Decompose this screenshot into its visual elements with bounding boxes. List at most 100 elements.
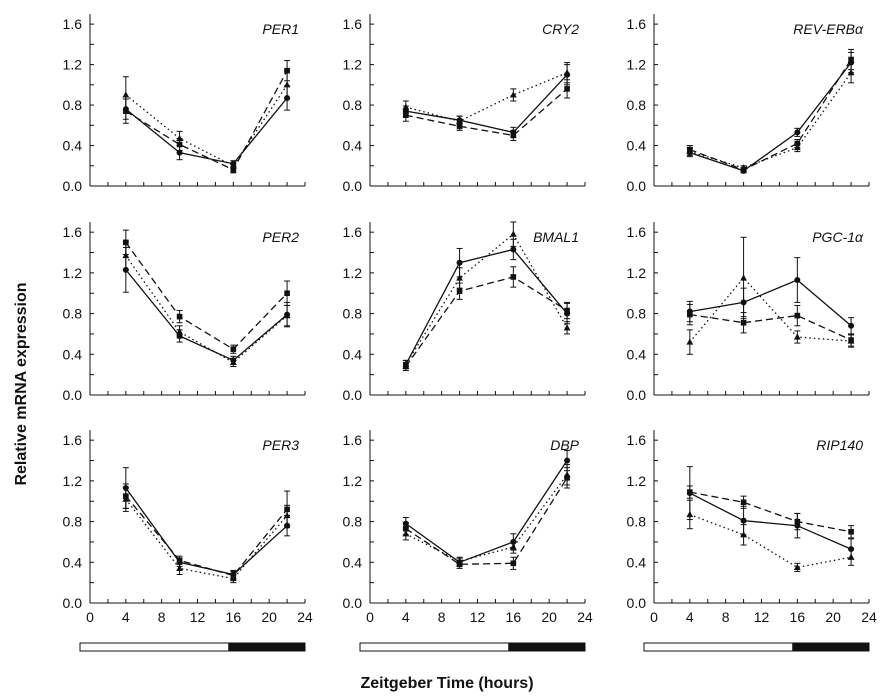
y-tick-label: 1.6: [63, 224, 83, 240]
x-tick-label: 8: [158, 609, 166, 625]
series-line-dotted: [405, 474, 568, 562]
data-point-triangle: [456, 117, 463, 124]
series-line-dashed: [405, 88, 568, 137]
gene-label: DBP: [550, 437, 579, 453]
data-point-triangle: [122, 251, 130, 259]
series-line-solid: [125, 487, 288, 576]
y-tick-label: 0.8: [63, 514, 83, 530]
data-point-square: [794, 312, 801, 319]
series-line-dashed: [125, 495, 288, 577]
data-point-square: [176, 557, 183, 564]
y-tick-label: 0.4: [63, 554, 83, 570]
gene-label: RIP140: [816, 437, 863, 453]
panel-7: 0.0 0.4 0.8 1.2 1.6 DBP 0 4 8 12 16 20 24: [343, 430, 593, 652]
data-point-square: [510, 274, 517, 280]
data-point-circle: [794, 129, 801, 136]
y-tick-label: 0.0: [627, 178, 647, 194]
y-tick-label: 1.6: [343, 224, 363, 240]
data-point-triangle: [229, 574, 237, 582]
panel-2: 0.0 0.4 0.8 1.2 1.6 REV-ERBα: [627, 14, 870, 194]
series-line-dotted: [689, 72, 852, 169]
data-point-square: [740, 499, 747, 506]
x-tick-label: 24: [861, 609, 877, 625]
series-line-dashed: [125, 70, 288, 171]
y-tick-label: 0.8: [343, 514, 363, 530]
data-point-triangle: [402, 530, 410, 537]
data-point-triangle: [402, 360, 410, 368]
y-tick-label: 1.6: [63, 16, 83, 32]
x-tick-label: 20: [541, 609, 557, 625]
data-point-triangle: [402, 103, 410, 110]
data-point-circle: [510, 246, 517, 253]
y-tick-label: 1.6: [343, 432, 363, 448]
data-point-triangle: [793, 143, 801, 151]
x-tick-label: 16: [506, 609, 522, 625]
series-line-dashed: [689, 491, 852, 533]
y-tick-label: 1.2: [343, 473, 363, 489]
y-tick-label: 1.6: [627, 16, 647, 32]
data-point-triangle: [563, 69, 571, 76]
gene-label: PER3: [262, 437, 299, 453]
light-phase-bar: [643, 642, 794, 652]
series-line-dotted: [405, 72, 568, 122]
x-tick-label: 4: [122, 609, 130, 625]
gene-label: BMAL1: [533, 229, 579, 245]
y-tick-label: 1.2: [627, 473, 647, 489]
data-point-triangle: [740, 531, 747, 538]
x-tick-label: 8: [438, 609, 446, 625]
y-tick-label: 0.0: [343, 178, 363, 194]
series-line-dotted: [689, 277, 852, 343]
y-tick-label: 0.4: [343, 346, 363, 362]
x-tick-label: 12: [470, 609, 486, 625]
data-point-triangle: [456, 557, 463, 564]
y-tick-label: 1.6: [63, 432, 83, 448]
y-tick-label: 0.0: [63, 595, 83, 611]
y-tick-label: 0.8: [63, 306, 83, 322]
series-line-dotted: [405, 233, 568, 365]
y-tick-label: 0.0: [63, 178, 83, 194]
data-point-square: [510, 560, 517, 567]
y-tick-label: 1.2: [63, 473, 83, 489]
data-point-triangle: [740, 164, 747, 171]
y-tick-label: 0.4: [343, 554, 363, 570]
y-tick-label: 0.0: [343, 387, 363, 403]
y-tick-label: 0.8: [343, 97, 363, 113]
x-tick-label: 16: [226, 609, 242, 625]
x-axis-title: Zeitgeber Time (hours): [360, 675, 533, 692]
data-point-square: [176, 313, 183, 320]
data-point-triangle: [122, 495, 130, 502]
light-phase-bar: [359, 642, 510, 652]
series-line-dotted: [125, 84, 288, 167]
x-tick-label: 0: [86, 609, 94, 625]
series-line-solid: [125, 97, 288, 165]
series-line-solid: [689, 62, 852, 172]
y-tick-label: 0.0: [63, 387, 83, 403]
x-tick-label: 16: [790, 609, 806, 625]
data-point-triangle: [122, 91, 130, 98]
data-point-triangle: [176, 328, 183, 335]
series-line-solid: [405, 248, 568, 365]
x-tick-label: 8: [722, 609, 730, 625]
data-point-triangle: [686, 510, 694, 518]
x-tick-label: 0: [650, 609, 658, 625]
data-point-triangle: [509, 91, 517, 98]
dark-phase-bar: [228, 642, 306, 652]
data-point-triangle: [229, 358, 237, 366]
panel-5: 0.0 0.4 0.8 1.2 1.6 PGC-1α: [627, 222, 870, 403]
data-point-triangle: [847, 69, 855, 76]
y-tick-label: 1.2: [627, 57, 647, 73]
data-point-circle: [176, 149, 183, 156]
data-point-triangle: [283, 312, 291, 319]
x-tick-label: 0: [366, 609, 374, 625]
data-point-triangle: [686, 338, 694, 345]
y-tick-label: 1.6: [627, 224, 647, 240]
series-line-solid: [125, 269, 288, 362]
data-point-triangle: [229, 162, 237, 169]
data-point-square: [848, 56, 854, 63]
data-point-square: [456, 288, 463, 294]
y-tick-label: 0.8: [627, 514, 647, 530]
dark-phase-bar: [792, 642, 870, 652]
y-tick-label: 0.4: [63, 138, 83, 154]
y-tick-label: 0.4: [63, 346, 83, 362]
gene-label: CRY2: [542, 21, 579, 37]
